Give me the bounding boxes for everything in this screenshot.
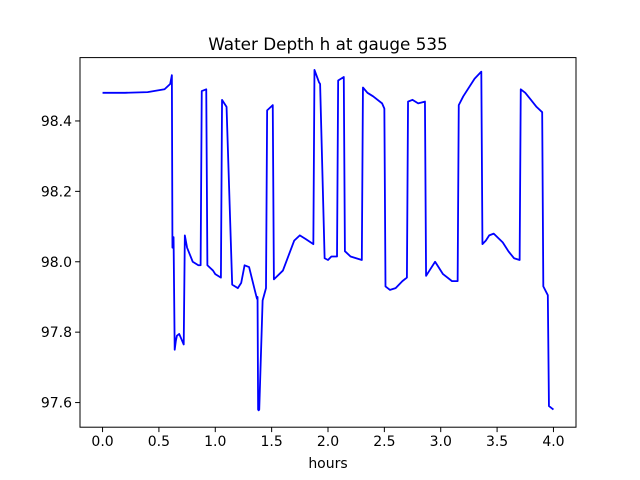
x-tick-label: 0.5 bbox=[148, 434, 170, 450]
y-tick-label: 97.6 bbox=[41, 396, 72, 412]
y-axis-ticks: 97.6 97.8 98.0 98.2 98.4 bbox=[41, 114, 80, 412]
x-tick-label: 0.0 bbox=[91, 434, 113, 450]
x-tick-label: 1.5 bbox=[261, 434, 283, 450]
x-axis-ticks: 0.0 0.5 1.0 1.5 2.0 2.5 3.0 3.5 4.0 bbox=[91, 427, 565, 450]
x-tick-label: 2.5 bbox=[373, 434, 395, 450]
x-tick-label: 3.0 bbox=[430, 434, 452, 450]
x-tick-label: 2.0 bbox=[317, 434, 339, 450]
y-tick-label: 97.8 bbox=[41, 325, 72, 341]
x-tick-label: 4.0 bbox=[542, 434, 564, 450]
x-tick-label: 1.0 bbox=[204, 434, 226, 450]
series-layer bbox=[102, 69, 555, 412]
x-axis-label: hours bbox=[308, 456, 347, 472]
series-line-0 bbox=[102, 69, 555, 412]
y-tick-label: 98.4 bbox=[41, 114, 72, 130]
y-tick-label: 98.2 bbox=[41, 184, 72, 200]
y-tick-label: 98.0 bbox=[41, 255, 72, 271]
x-tick-label: 3.5 bbox=[486, 434, 508, 450]
chart-title: Water Depth h at gauge 535 bbox=[208, 34, 447, 54]
